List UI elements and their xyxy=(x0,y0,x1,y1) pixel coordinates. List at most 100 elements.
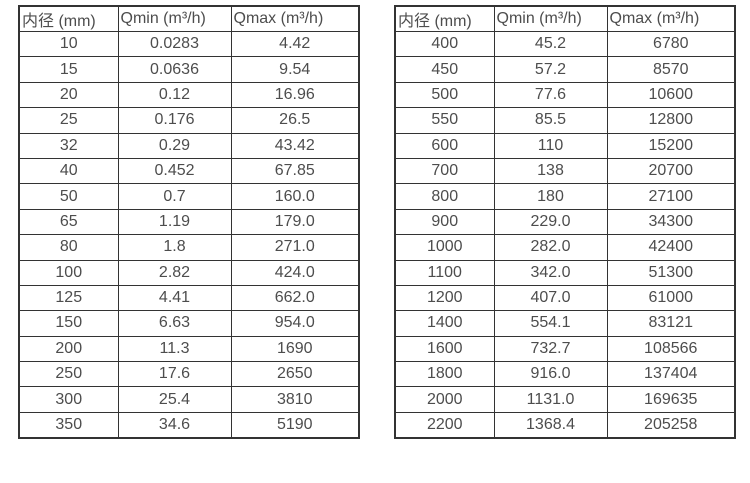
diameter-cell: 50 xyxy=(18,183,119,210)
qmin-cell: 138 xyxy=(493,157,608,185)
diameter-cell: 800 xyxy=(394,183,495,210)
table-row: 500 77.6 10600 xyxy=(394,81,736,109)
qmax-cell: 83121 xyxy=(606,310,736,337)
qmax-cell: 137404 xyxy=(606,361,736,388)
table-row: 600 110 15200 xyxy=(394,132,736,159)
diameter-cell: 200 xyxy=(18,335,119,363)
table-row: 100 2.82 424.0 xyxy=(18,259,360,286)
diameter-cell: 10 xyxy=(18,30,119,58)
qmin-cell: 17.6 xyxy=(117,361,232,388)
table-row: 400 45.2 6780 xyxy=(394,30,736,58)
flow-table-large-diameter: 内径 (mm) Qmin (m³/h) Qmax (m³/h) 400 45.2 6780… xyxy=(394,5,736,439)
table-row: 550 85.5 12800 xyxy=(394,107,736,134)
qmin-cell: 0.0636 xyxy=(117,56,232,83)
diameter-cell: 1800 xyxy=(394,361,495,388)
qmin-cell: 180 xyxy=(493,183,608,210)
table-row: 20 0.12 16.96 xyxy=(18,81,360,109)
qmax-cell: 4.42 xyxy=(230,30,360,58)
tables-container: 内径 (mm) Qmin (m³/h) Qmax (m³/h) 10 0.0283 4.4… xyxy=(18,5,736,439)
qmin-cell: 34.6 xyxy=(117,411,232,439)
table-row: 150 6.63 954.0 xyxy=(18,310,360,337)
qmax-cell: 12800 xyxy=(606,107,736,134)
qmin-cell: 0.7 xyxy=(117,183,232,210)
qmin-cell: 0.0283 xyxy=(117,30,232,58)
table-row: 200 11.3 1690 xyxy=(18,335,360,363)
table-row: 900 229.0 34300 xyxy=(394,208,736,236)
qmax-cell: 5190 xyxy=(230,411,360,439)
diameter-cell: 100 xyxy=(18,259,119,286)
table-row: 40 0.452 67.85 xyxy=(18,157,360,185)
qmin-cell: 1.8 xyxy=(117,234,232,261)
column-header-2: Qmax (m³/h) xyxy=(606,5,736,32)
qmin-cell: 110 xyxy=(493,132,608,159)
diameter-cell: 2000 xyxy=(394,386,495,413)
diameter-cell: 40 xyxy=(18,157,119,185)
qmin-cell: 11.3 xyxy=(117,335,232,363)
table-row: 10 0.0283 4.42 xyxy=(18,30,360,58)
qmin-cell: 1131.0 xyxy=(493,386,608,413)
column-header-1: Qmin (m³/h) xyxy=(493,5,608,32)
table-row: 300 25.4 3810 xyxy=(18,386,360,413)
diameter-cell: 20 xyxy=(18,81,119,109)
diameter-cell: 1600 xyxy=(394,335,495,363)
qmax-cell: 27100 xyxy=(606,183,736,210)
table-row: 800 180 27100 xyxy=(394,183,736,210)
diameter-cell: 2200 xyxy=(394,411,495,439)
table-row: 1800 916.0 137404 xyxy=(394,361,736,388)
table-row: 80 1.8 271.0 xyxy=(18,234,360,261)
header-row: 内径 (mm) Qmin (m³/h) Qmax (m³/h) xyxy=(394,5,736,32)
qmin-cell: 0.29 xyxy=(117,132,232,159)
qmax-cell: 67.85 xyxy=(230,157,360,185)
flow-table-small-diameter: 内径 (mm) Qmin (m³/h) Qmax (m³/h) 10 0.0283 4.4… xyxy=(18,5,360,439)
qmax-cell: 271.0 xyxy=(230,234,360,261)
table-row: 450 57.2 8570 xyxy=(394,56,736,83)
table-row: 125 4.41 662.0 xyxy=(18,284,360,312)
table-row: 1200 407.0 61000 xyxy=(394,284,736,312)
qmin-cell: 0.176 xyxy=(117,107,232,134)
diameter-cell: 25 xyxy=(18,107,119,134)
qmin-cell: 282.0 xyxy=(493,234,608,261)
column-header-0: 内径 (mm) xyxy=(18,5,119,32)
qmax-cell: 3810 xyxy=(230,386,360,413)
qmax-cell: 20700 xyxy=(606,157,736,185)
qmin-cell: 0.452 xyxy=(117,157,232,185)
table-row: 50 0.7 160.0 xyxy=(18,183,360,210)
qmax-cell: 51300 xyxy=(606,259,736,286)
qmin-cell: 229.0 xyxy=(493,208,608,236)
qmin-cell: 2.82 xyxy=(117,259,232,286)
qmin-cell: 85.5 xyxy=(493,107,608,134)
qmax-cell: 424.0 xyxy=(230,259,360,286)
diameter-cell: 700 xyxy=(394,157,495,185)
diameter-cell: 600 xyxy=(394,132,495,159)
table-row: 25 0.176 26.5 xyxy=(18,107,360,134)
diameter-cell: 80 xyxy=(18,234,119,261)
qmin-cell: 45.2 xyxy=(493,30,608,58)
table-row: 65 1.19 179.0 xyxy=(18,208,360,236)
qmax-cell: 34300 xyxy=(606,208,736,236)
qmax-cell: 179.0 xyxy=(230,208,360,236)
qmin-cell: 77.6 xyxy=(493,81,608,109)
qmax-cell: 954.0 xyxy=(230,310,360,337)
diameter-cell: 125 xyxy=(18,284,119,312)
diameter-cell: 15 xyxy=(18,56,119,83)
table-row: 1100 342.0 51300 xyxy=(394,259,736,286)
table-row: 32 0.29 43.42 xyxy=(18,132,360,159)
diameter-cell: 32 xyxy=(18,132,119,159)
qmax-cell: 61000 xyxy=(606,284,736,312)
diameter-cell: 550 xyxy=(394,107,495,134)
diameter-cell: 500 xyxy=(394,81,495,109)
table-row: 700 138 20700 xyxy=(394,157,736,185)
table-row: 1400 554.1 83121 xyxy=(394,310,736,337)
qmin-cell: 25.4 xyxy=(117,386,232,413)
qmin-cell: 57.2 xyxy=(493,56,608,83)
diameter-cell: 300 xyxy=(18,386,119,413)
qmax-cell: 15200 xyxy=(606,132,736,159)
diameter-cell: 1400 xyxy=(394,310,495,337)
qmax-cell: 160.0 xyxy=(230,183,360,210)
qmax-cell: 8570 xyxy=(606,56,736,83)
qmax-cell: 6780 xyxy=(606,30,736,58)
qmin-cell: 407.0 xyxy=(493,284,608,312)
qmin-cell: 1368.4 xyxy=(493,411,608,439)
qmin-cell: 916.0 xyxy=(493,361,608,388)
qmax-cell: 26.5 xyxy=(230,107,360,134)
